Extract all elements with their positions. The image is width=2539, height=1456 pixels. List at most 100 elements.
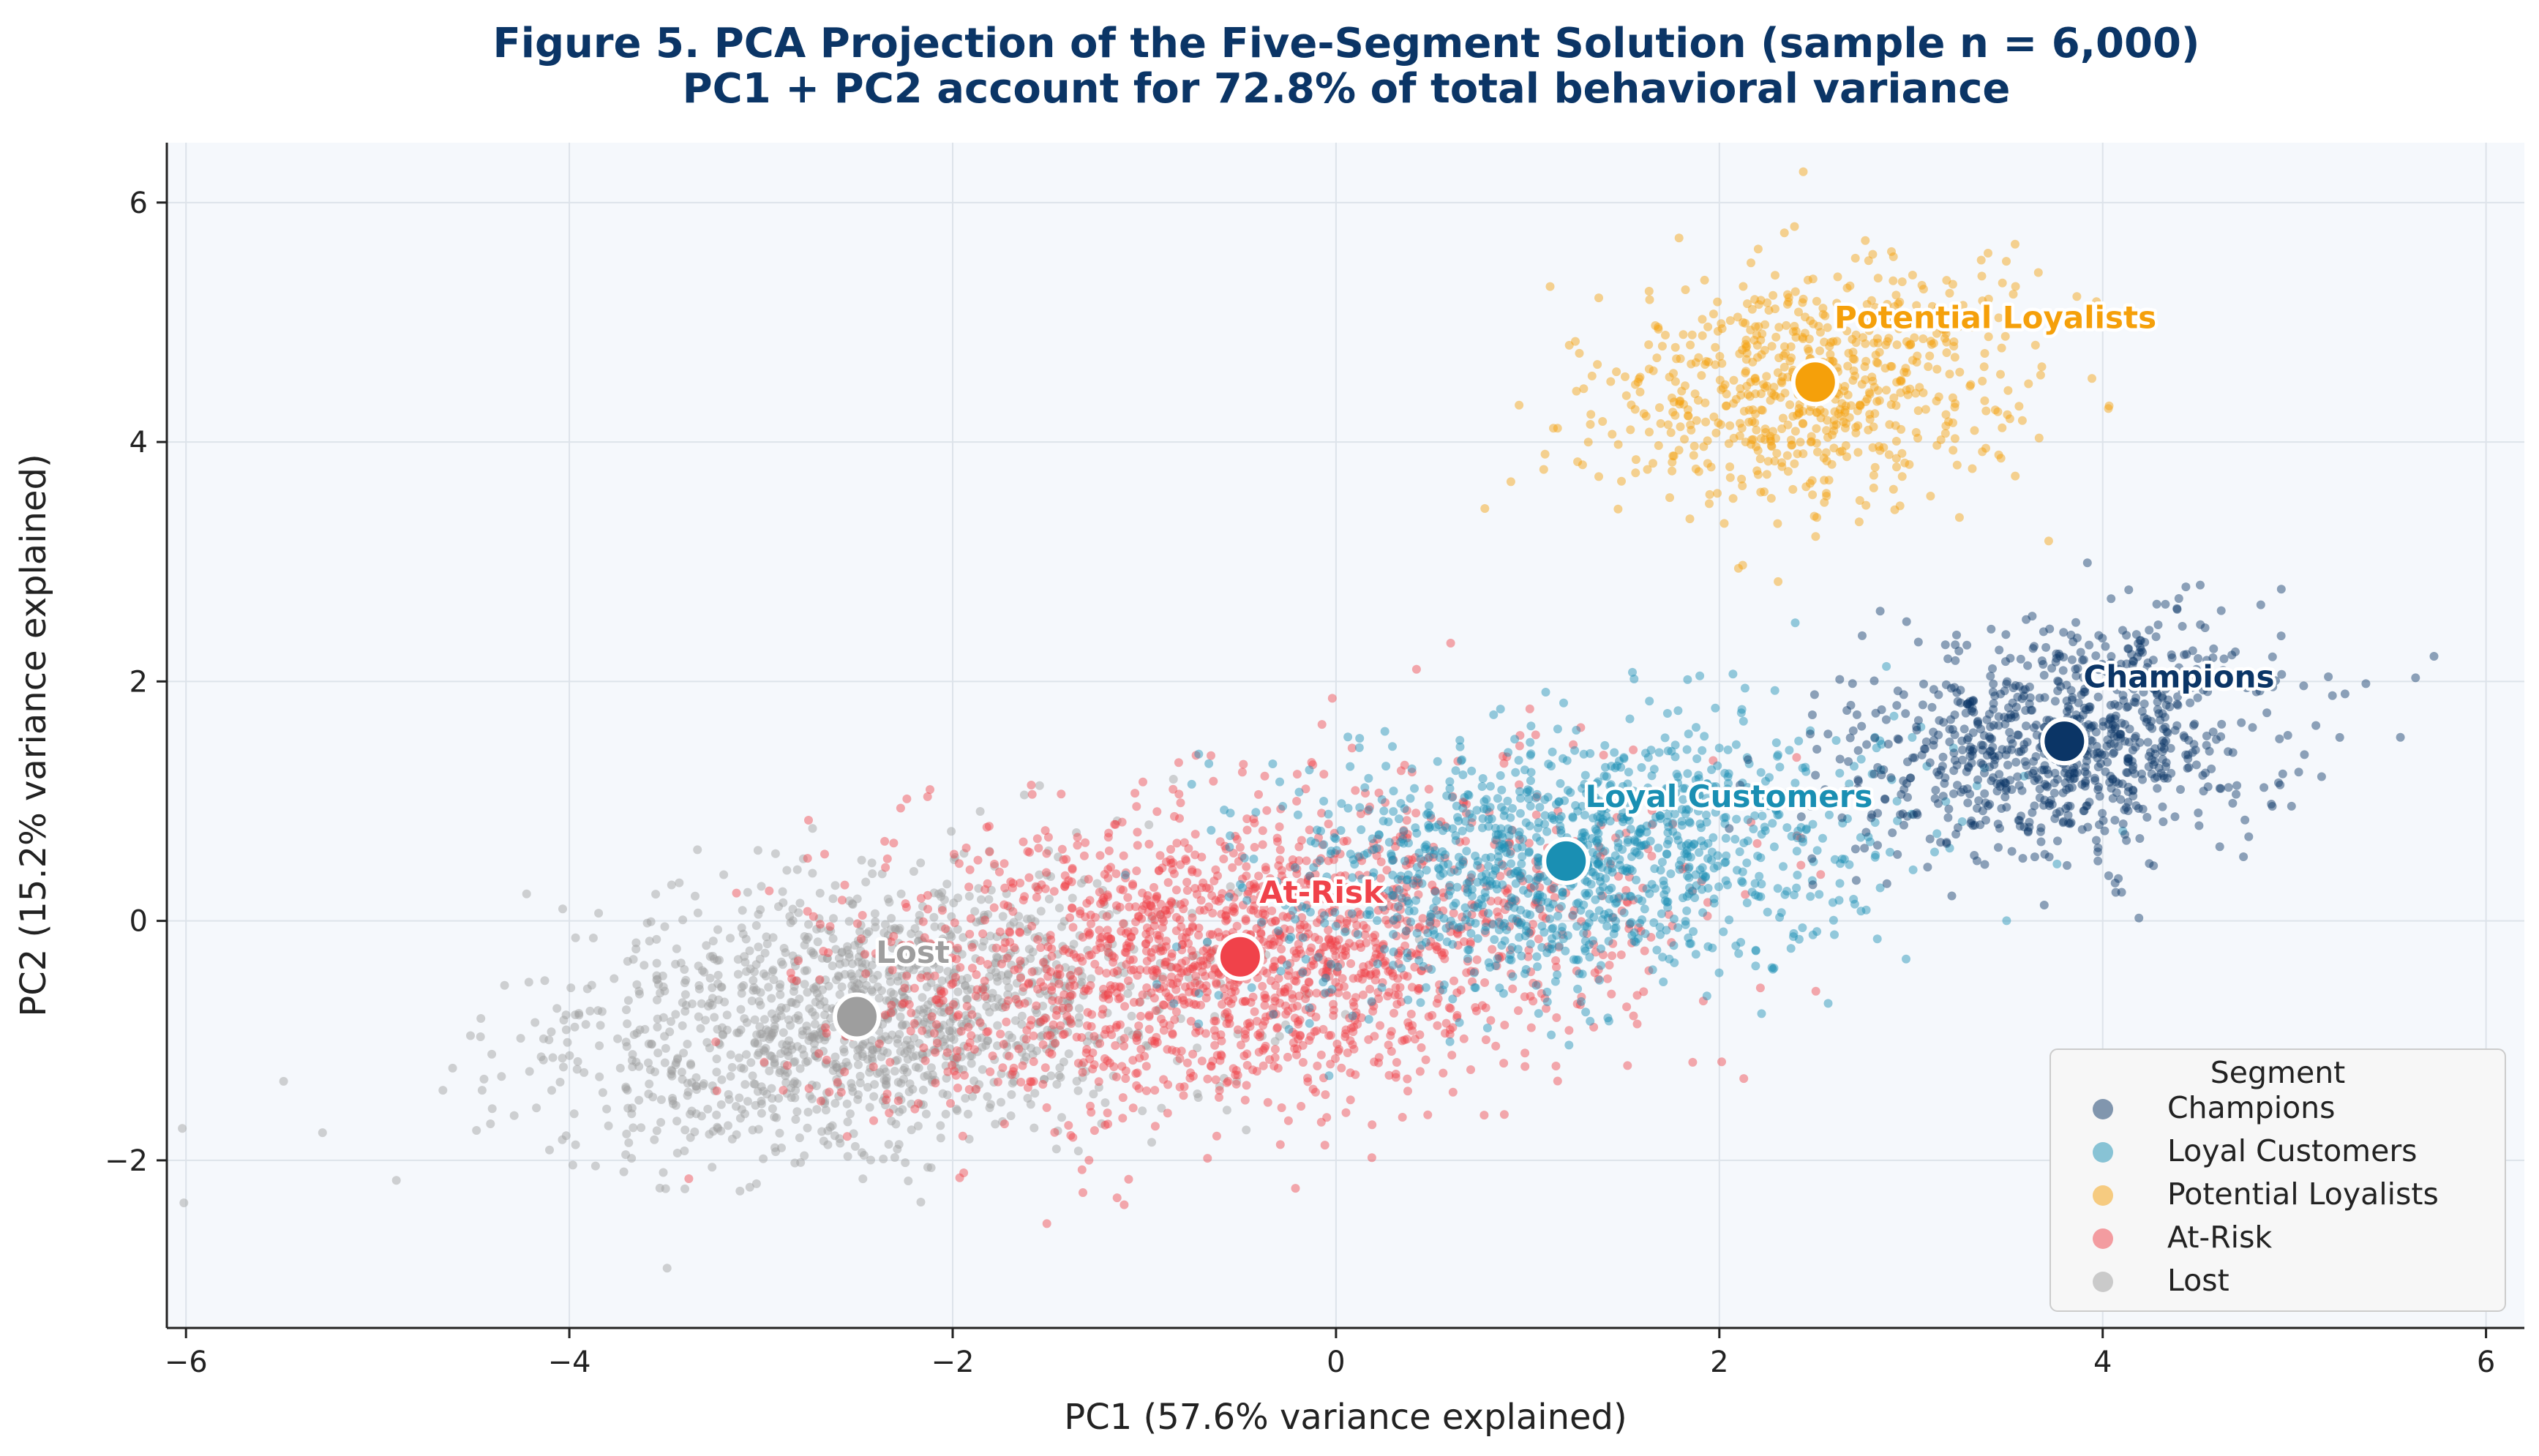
- scatter-point: [750, 1037, 760, 1047]
- scatter-point: [673, 1054, 683, 1063]
- scatter-point: [898, 1105, 907, 1114]
- scatter-point: [621, 1037, 631, 1047]
- scatter-point: [1376, 1021, 1384, 1030]
- scatter-point: [678, 998, 687, 1007]
- scatter-point: [804, 920, 813, 929]
- scatter-point: [1211, 896, 1220, 905]
- scatter-point: [1031, 882, 1040, 891]
- scatter-point: [1339, 836, 1349, 846]
- scatter-point: [1913, 810, 1922, 819]
- scatter-point: [1049, 1027, 1059, 1036]
- scatter-point: [1165, 905, 1174, 915]
- scatter-point: [810, 1029, 820, 1039]
- scatter-point: [1265, 1010, 1275, 1020]
- scatter-point: [1572, 726, 1581, 735]
- scatter-point: [1254, 871, 1264, 881]
- scatter-point: [1073, 841, 1082, 850]
- scatter-point: [830, 881, 840, 890]
- scatter-point: [863, 1054, 872, 1064]
- scatter-point: [1531, 833, 1541, 842]
- scatter-point: [1316, 854, 1326, 863]
- scatter-point: [1835, 675, 1845, 684]
- scatter-point: [668, 1096, 678, 1106]
- scatter-point: [1040, 986, 1049, 996]
- scatter-point: [800, 940, 809, 950]
- scatter-point: [903, 995, 912, 1005]
- scatter-point: [1260, 1016, 1270, 1026]
- scatter-point: [645, 1079, 654, 1089]
- scatter-point: [882, 1076, 891, 1086]
- scatter-point: [767, 1009, 776, 1018]
- scatter-point: [1547, 762, 1556, 770]
- scatter-point: [681, 975, 691, 985]
- scatter-point: [1329, 999, 1338, 1009]
- scatter-point: [623, 996, 633, 1005]
- scatter-point: [1635, 918, 1644, 928]
- scatter-point: [1739, 838, 1749, 847]
- scatter-point: [1194, 749, 1204, 759]
- scatter-point: [1406, 1010, 1416, 1018]
- scatter-point: [2212, 735, 2221, 744]
- scatter-point: [1112, 905, 1122, 915]
- scatter-point: [1109, 953, 1119, 962]
- scatter-point: [737, 923, 746, 933]
- scatter-point: [1815, 890, 1824, 899]
- scatter-point: [1662, 926, 1671, 935]
- scatter-point: [759, 1087, 768, 1096]
- scatter-point: [2050, 697, 2060, 706]
- scatter-point: [665, 1027, 675, 1037]
- scatter-point: [1445, 1037, 1455, 1046]
- scatter-point: [1398, 1113, 1407, 1122]
- scatter-point: [1482, 1024, 1492, 1032]
- scatter-point: [1329, 828, 1339, 838]
- scatter-point: [1428, 880, 1437, 890]
- scatter-point: [923, 1048, 932, 1057]
- scatter-point: [559, 1062, 568, 1072]
- scatter-point: [1341, 950, 1351, 960]
- scatter-point: [1204, 902, 1213, 912]
- scatter-point: [1445, 1025, 1455, 1035]
- scatter-point: [871, 923, 880, 932]
- scatter-point: [1206, 1061, 1215, 1070]
- scatter-point: [1709, 898, 1719, 908]
- scatter-point: [1683, 675, 1692, 684]
- scatter-point: [1121, 1066, 1130, 1076]
- scatter-point: [716, 983, 726, 992]
- scatter-point: [867, 986, 877, 995]
- scatter-point: [1362, 871, 1372, 880]
- scatter-point: [1319, 1073, 1328, 1083]
- scatter-point: [1886, 847, 1894, 857]
- scatter-point: [928, 1008, 937, 1018]
- scatter-point: [632, 1029, 642, 1038]
- scatter-point: [1338, 951, 1347, 961]
- scatter-point: [1389, 972, 1398, 981]
- scatter-point: [1502, 752, 1512, 762]
- scatter-point: [1384, 817, 1393, 827]
- scatter-point: [732, 1028, 742, 1037]
- scatter-point: [1687, 886, 1697, 896]
- scatter-point: [1155, 943, 1164, 953]
- scatter-point: [929, 912, 939, 922]
- scatter-point: [680, 1125, 690, 1135]
- scatter-point: [1016, 956, 1025, 966]
- scatter-point: [778, 1040, 787, 1049]
- scatter-point: [1085, 1054, 1095, 1064]
- scatter-point: [547, 1027, 556, 1037]
- scatter-point: [1376, 874, 1385, 883]
- scatter-point: [632, 980, 642, 989]
- scatter-point: [858, 1049, 867, 1059]
- scatter-point: [850, 983, 860, 992]
- scatter-point: [921, 1109, 931, 1119]
- scatter-point: [808, 1032, 817, 1041]
- scatter-point: [1128, 879, 1137, 889]
- scatter-point: [1109, 958, 1118, 967]
- scatter-point: [1174, 758, 1183, 768]
- scatter-point: [1301, 983, 1310, 993]
- scatter-point: [1553, 724, 1562, 734]
- scatter-point: [1500, 1021, 1509, 1029]
- scatter-point: [1647, 852, 1657, 861]
- scatter-point: [775, 1006, 784, 1016]
- series-lost: [178, 775, 1424, 1273]
- scatter-point: [1190, 850, 1200, 860]
- scatter-point: [1541, 914, 1550, 923]
